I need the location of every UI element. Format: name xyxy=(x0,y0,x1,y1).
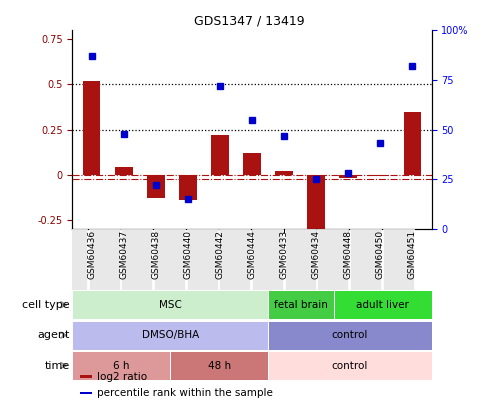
Text: 48 h: 48 h xyxy=(208,360,231,371)
Text: fetal brain: fetal brain xyxy=(274,300,328,310)
Text: MSC: MSC xyxy=(159,300,182,310)
Text: control: control xyxy=(332,330,368,340)
FancyBboxPatch shape xyxy=(268,321,432,350)
Text: GSM60437: GSM60437 xyxy=(119,230,128,279)
Text: GSM60442: GSM60442 xyxy=(216,230,225,279)
FancyBboxPatch shape xyxy=(170,351,268,380)
Text: GDS1347 / 13419: GDS1347 / 13419 xyxy=(194,14,305,27)
Text: GSM60448: GSM60448 xyxy=(344,230,353,279)
Bar xyxy=(79,392,92,394)
FancyBboxPatch shape xyxy=(252,229,283,290)
Text: GSM60444: GSM60444 xyxy=(248,230,256,279)
Bar xyxy=(243,153,261,175)
Bar xyxy=(179,175,197,200)
FancyBboxPatch shape xyxy=(72,321,268,350)
Bar xyxy=(307,175,325,229)
Text: agent: agent xyxy=(37,330,70,340)
FancyBboxPatch shape xyxy=(334,290,432,319)
Text: 6 h: 6 h xyxy=(113,360,130,371)
FancyBboxPatch shape xyxy=(220,229,250,290)
FancyBboxPatch shape xyxy=(268,290,334,319)
Text: GSM60436: GSM60436 xyxy=(87,230,96,279)
Text: adult liver: adult liver xyxy=(356,300,409,310)
Text: DMSO/BHA: DMSO/BHA xyxy=(142,330,199,340)
Text: GSM60451: GSM60451 xyxy=(408,230,417,279)
Bar xyxy=(275,171,293,175)
Bar xyxy=(371,175,389,176)
Bar xyxy=(115,168,133,175)
FancyBboxPatch shape xyxy=(89,229,120,290)
FancyBboxPatch shape xyxy=(350,229,381,290)
Text: GSM60434: GSM60434 xyxy=(312,230,321,279)
FancyBboxPatch shape xyxy=(72,290,268,319)
Text: GSM60438: GSM60438 xyxy=(151,230,160,279)
Text: GSM60433: GSM60433 xyxy=(279,230,288,279)
FancyBboxPatch shape xyxy=(154,229,185,290)
Text: GSM60440: GSM60440 xyxy=(183,230,192,279)
Text: control: control xyxy=(332,360,368,371)
Text: percentile rank within the sample: percentile rank within the sample xyxy=(97,388,272,398)
Bar xyxy=(83,81,100,175)
FancyBboxPatch shape xyxy=(121,229,152,290)
Text: GSM60450: GSM60450 xyxy=(376,230,385,279)
FancyBboxPatch shape xyxy=(317,229,348,290)
FancyBboxPatch shape xyxy=(284,229,316,290)
FancyBboxPatch shape xyxy=(187,229,218,290)
Bar xyxy=(404,111,421,175)
Text: log2 ratio: log2 ratio xyxy=(97,372,147,382)
FancyBboxPatch shape xyxy=(268,351,432,380)
FancyBboxPatch shape xyxy=(383,229,414,290)
Bar xyxy=(147,175,165,198)
Bar xyxy=(79,375,92,378)
FancyBboxPatch shape xyxy=(72,351,170,380)
Text: time: time xyxy=(44,360,70,371)
Bar xyxy=(211,135,229,175)
FancyBboxPatch shape xyxy=(56,229,87,290)
Bar xyxy=(339,175,357,178)
Text: cell type: cell type xyxy=(22,300,70,310)
